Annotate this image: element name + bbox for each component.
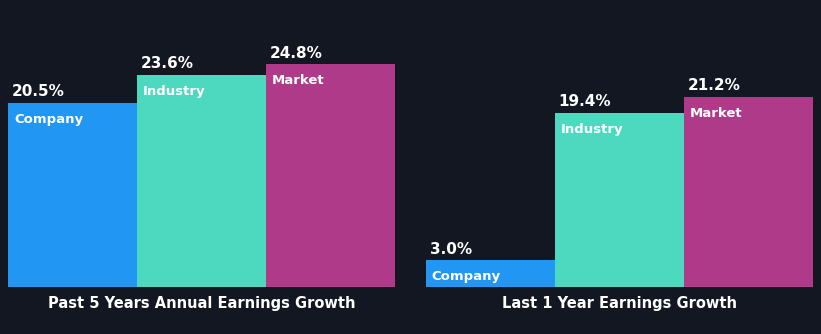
- X-axis label: Past 5 Years Annual Earnings Growth: Past 5 Years Annual Earnings Growth: [48, 296, 355, 311]
- Text: Industry: Industry: [561, 123, 623, 136]
- Bar: [137, 75, 266, 287]
- X-axis label: Last 1 Year Earnings Growth: Last 1 Year Earnings Growth: [502, 296, 737, 311]
- Text: Industry: Industry: [143, 85, 205, 98]
- Text: 23.6%: 23.6%: [141, 56, 194, 71]
- Text: 21.2%: 21.2%: [688, 78, 741, 93]
- Bar: [266, 64, 395, 287]
- Text: Company: Company: [14, 113, 83, 126]
- Bar: [426, 260, 555, 287]
- Text: 20.5%: 20.5%: [12, 84, 65, 99]
- Text: 24.8%: 24.8%: [270, 46, 323, 61]
- Bar: [8, 103, 137, 287]
- Text: 19.4%: 19.4%: [559, 94, 612, 109]
- Bar: [684, 97, 813, 287]
- Bar: [555, 113, 684, 287]
- Text: Market: Market: [690, 107, 742, 120]
- Text: Company: Company: [432, 270, 501, 283]
- Text: Market: Market: [272, 74, 324, 87]
- Text: 3.0%: 3.0%: [430, 241, 472, 257]
